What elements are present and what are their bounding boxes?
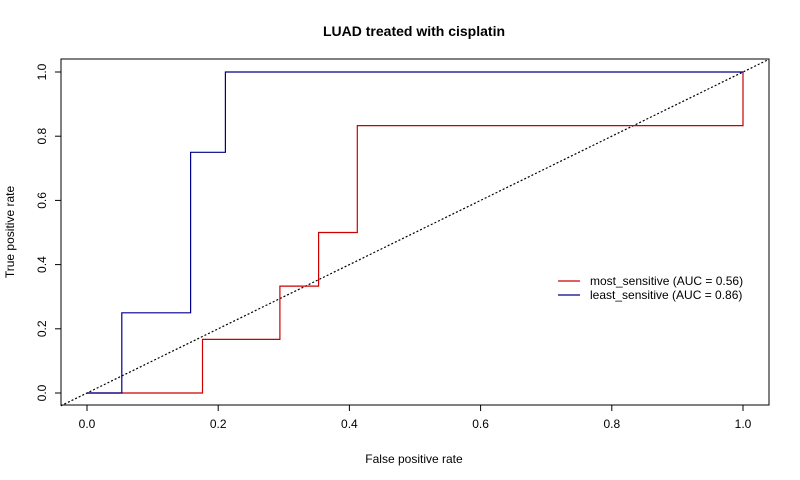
x-tick-label: 0.6 (472, 417, 489, 431)
plot-frame (60, 58, 770, 406)
x-tick-label: 1.0 (735, 417, 752, 431)
x-tick-label: 0.2 (210, 417, 227, 431)
y-tick-label: 0.2 (35, 320, 49, 337)
reference-diagonal (60, 58, 770, 407)
legend-label: most_sensitive (AUC = 0.56) (590, 274, 743, 288)
x-axis-label: False positive rate (365, 452, 463, 466)
y-tick-label: 0.6 (35, 192, 49, 209)
y-axis-label: True positive rate (3, 186, 17, 279)
y-tick-label: 0.0 (35, 384, 49, 401)
y-tick-label: 0.8 (35, 128, 49, 145)
y-tick-label: 1.0 (35, 63, 49, 80)
reference-layer (60, 58, 770, 407)
series-layer (87, 71, 744, 394)
x-tick-label: 0.0 (79, 417, 96, 431)
chart-title: LUAD treated with cisplatin (323, 23, 505, 39)
legend-label: least_sensitive (AUC = 0.86) (590, 288, 742, 302)
legend: most_sensitive (AUC = 0.56)least_sensiti… (558, 274, 743, 302)
y-axis: 0.0 0.2 0.4 0.6 0.8 1.0 (35, 63, 61, 401)
x-axis: 0.0 0.2 0.4 0.6 0.8 1.0 (79, 405, 752, 431)
x-tick-label: 0.4 (341, 417, 358, 431)
y-tick-label: 0.4 (35, 256, 49, 273)
series-line-least-sensitive (87, 71, 743, 394)
series-line-most-sensitive (87, 72, 744, 394)
x-tick-label: 0.8 (603, 417, 620, 431)
